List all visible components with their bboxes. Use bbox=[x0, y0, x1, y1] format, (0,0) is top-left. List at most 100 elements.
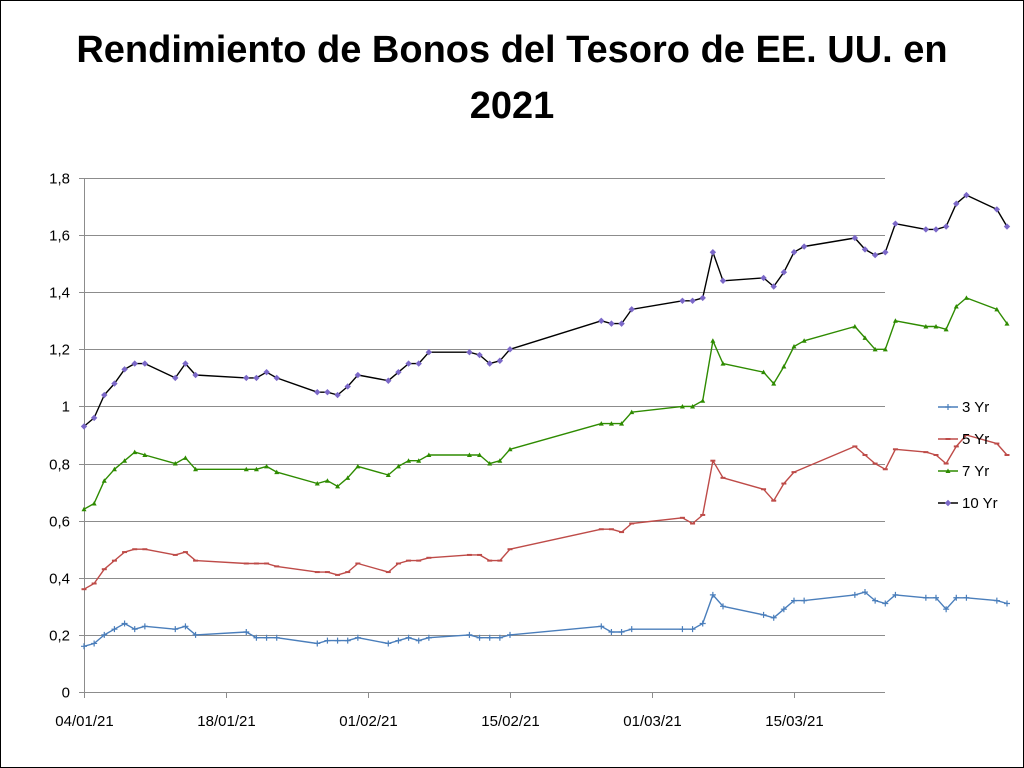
chart-title: Rendimiento de Bonos del Tesoro de EE. U… bbox=[0, 22, 1024, 134]
data-point bbox=[619, 421, 625, 426]
x-tick-label: 01/03/21 bbox=[623, 713, 681, 730]
data-point bbox=[345, 475, 351, 480]
data-point bbox=[719, 277, 727, 284]
data-point bbox=[477, 452, 483, 457]
data-point bbox=[679, 626, 686, 633]
y-tick-label: 1,2 bbox=[49, 342, 70, 359]
data-point bbox=[689, 626, 696, 633]
data-point bbox=[944, 499, 952, 507]
y-tick-label: 0 bbox=[62, 685, 70, 702]
data-point bbox=[598, 421, 604, 426]
data-point bbox=[933, 323, 939, 329]
data-point bbox=[385, 377, 392, 384]
data-point bbox=[953, 304, 959, 309]
series-5-yr bbox=[81, 434, 1010, 591]
data-point bbox=[497, 458, 503, 463]
data-point bbox=[314, 481, 320, 486]
data-point bbox=[273, 634, 280, 641]
data-point bbox=[608, 629, 615, 636]
data-point bbox=[760, 274, 767, 282]
data-point bbox=[274, 469, 280, 475]
data-point bbox=[953, 594, 960, 601]
legend-label: 3 Yr bbox=[962, 399, 989, 416]
data-point bbox=[334, 637, 341, 644]
data-point bbox=[882, 346, 888, 352]
data-point bbox=[355, 463, 361, 469]
data-point bbox=[243, 629, 250, 636]
data-point bbox=[882, 600, 889, 607]
series-line bbox=[83, 194, 1008, 427]
y-tick-label: 1,4 bbox=[49, 285, 70, 302]
x-tick-label: 15/02/21 bbox=[481, 713, 539, 730]
data-point bbox=[942, 223, 950, 230]
chart-title-line-2: 2021 bbox=[469, 85, 555, 127]
data-point bbox=[466, 631, 473, 638]
x-tick-label: 01/02/21 bbox=[339, 713, 397, 730]
data-point bbox=[182, 455, 188, 460]
data-point bbox=[334, 391, 341, 399]
data-point bbox=[851, 234, 859, 242]
data-point bbox=[720, 361, 726, 366]
data-point bbox=[335, 483, 341, 489]
y-tick-label: 1,8 bbox=[49, 171, 70, 188]
data-point bbox=[801, 338, 807, 343]
data-point bbox=[193, 466, 199, 472]
data-point bbox=[172, 461, 178, 466]
data-point bbox=[142, 452, 148, 457]
data-point bbox=[872, 346, 878, 352]
y-tick-label: 0,6 bbox=[49, 514, 70, 531]
x-tick-label: 18/01/21 bbox=[197, 713, 255, 730]
data-point bbox=[354, 634, 361, 641]
data-point bbox=[892, 220, 899, 227]
data-point bbox=[324, 637, 331, 644]
data-point bbox=[892, 591, 899, 598]
data-point bbox=[720, 603, 726, 610]
data-point bbox=[415, 360, 422, 367]
data-point bbox=[496, 357, 504, 364]
data-point bbox=[182, 360, 189, 367]
gridlines bbox=[84, 178, 885, 636]
data-point bbox=[608, 320, 615, 327]
data-point bbox=[963, 594, 970, 601]
data-point bbox=[486, 360, 493, 367]
series-line bbox=[83, 591, 1008, 647]
data-point bbox=[385, 472, 391, 477]
data-point bbox=[243, 466, 249, 472]
data-point bbox=[121, 366, 128, 373]
series-lines bbox=[80, 191, 1011, 650]
data-point bbox=[963, 191, 970, 199]
data-point bbox=[273, 374, 280, 382]
data-point bbox=[699, 620, 706, 627]
data-point bbox=[761, 369, 767, 375]
data-point bbox=[709, 249, 717, 256]
data-point bbox=[770, 614, 777, 621]
data-point bbox=[1004, 600, 1010, 607]
data-point bbox=[91, 501, 97, 506]
data-point bbox=[933, 594, 939, 601]
data-point bbox=[344, 637, 351, 644]
data-point bbox=[101, 391, 108, 399]
data-point bbox=[781, 363, 787, 369]
data-point bbox=[780, 606, 787, 613]
data-point bbox=[618, 320, 625, 327]
data-point bbox=[872, 597, 879, 604]
data-point bbox=[425, 634, 432, 641]
data-point bbox=[1004, 321, 1010, 326]
data-point bbox=[111, 380, 118, 387]
data-point bbox=[314, 388, 321, 396]
legend: 3 Yr 5 Yr 7 Yr 10 Yr bbox=[938, 399, 998, 512]
x-tick-label: 15/03/21 bbox=[765, 713, 823, 730]
data-point bbox=[141, 623, 148, 630]
data-point bbox=[395, 368, 402, 376]
data-point bbox=[892, 318, 898, 323]
data-point bbox=[405, 634, 412, 641]
data-point bbox=[324, 388, 331, 396]
data-point bbox=[101, 478, 107, 483]
data-point bbox=[344, 383, 351, 390]
data-point bbox=[871, 251, 879, 259]
data-point bbox=[101, 631, 108, 638]
data-point bbox=[405, 360, 412, 367]
data-point bbox=[131, 360, 138, 367]
data-point bbox=[800, 243, 808, 250]
data-point bbox=[406, 458, 412, 463]
